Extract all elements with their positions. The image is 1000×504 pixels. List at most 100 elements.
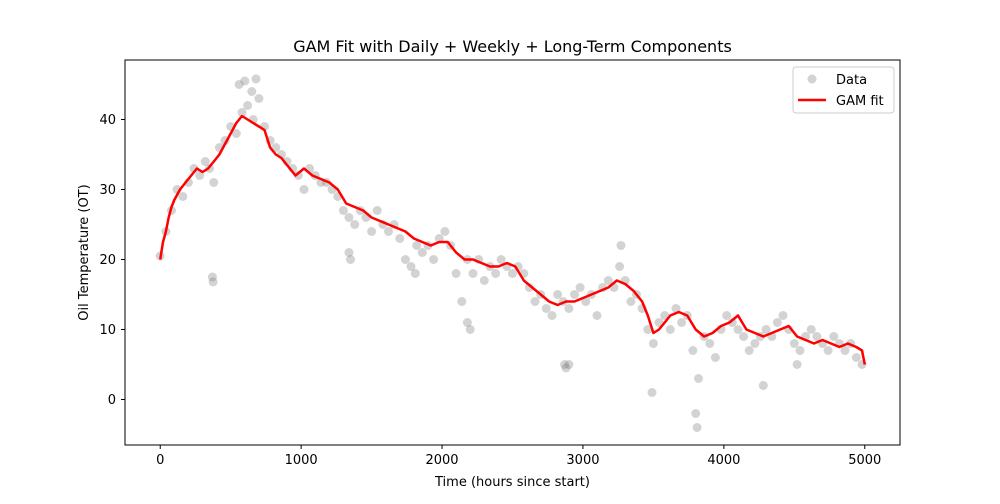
data-point <box>615 262 625 271</box>
data-point <box>254 94 264 103</box>
data-point <box>688 346 698 355</box>
legend-data-label: Data <box>836 73 867 88</box>
y-tick-label: 20 <box>99 253 116 268</box>
data-point <box>344 213 354 222</box>
x-tick-label: 3000 <box>566 453 599 468</box>
data-point <box>410 269 420 278</box>
axes-frame <box>124 59 901 446</box>
y-tick-label: 0 <box>108 393 116 408</box>
data-point <box>338 206 348 215</box>
data-point <box>761 325 771 334</box>
data-point <box>691 409 701 418</box>
data-point <box>789 339 799 348</box>
data-point <box>462 318 472 327</box>
data-point <box>840 346 850 355</box>
data-point <box>195 171 205 180</box>
data-point <box>271 143 281 152</box>
y-tick-label: 40 <box>99 113 116 128</box>
data-point <box>772 318 782 327</box>
data-point <box>812 332 822 341</box>
data-point <box>547 311 557 320</box>
data-point <box>299 185 309 194</box>
data-point <box>465 325 475 334</box>
data-point <box>372 206 382 215</box>
data-point <box>792 360 802 369</box>
data-point <box>350 220 360 229</box>
data-point <box>806 325 816 334</box>
data-point <box>592 311 602 320</box>
data-point <box>178 192 188 201</box>
x-axis-label: Time (hours since start) <box>434 475 590 490</box>
data-point <box>564 304 574 313</box>
x-tick-label: 0 <box>156 453 164 468</box>
y-tick-label: 30 <box>99 183 116 198</box>
data-point <box>561 363 571 373</box>
data-point <box>251 74 261 84</box>
data-point <box>451 269 461 278</box>
data-point <box>429 255 439 264</box>
data-point <box>560 360 570 369</box>
data-point <box>234 80 244 89</box>
data-point <box>530 297 540 306</box>
data-point <box>417 248 427 257</box>
x-tick-label: 1000 <box>285 453 318 468</box>
legend-data-marker <box>807 74 817 84</box>
data-point <box>778 311 788 320</box>
data-point <box>293 171 303 180</box>
data-point <box>647 388 657 397</box>
data-point <box>247 87 257 96</box>
legend-box <box>792 66 895 114</box>
data-point <box>406 262 416 271</box>
data-point <box>643 325 653 334</box>
x-axis: 0 1000 2000 3000 4000 5000 <box>156 445 881 468</box>
data-point <box>367 227 377 236</box>
data-point <box>479 276 489 285</box>
x-tick-label: 4000 <box>707 453 740 468</box>
data-point <box>468 269 478 278</box>
data-point <box>616 241 626 250</box>
data-point <box>240 76 250 86</box>
data-point <box>795 346 805 355</box>
plot-area <box>155 74 867 432</box>
data-point <box>400 255 410 264</box>
data-point <box>491 269 501 278</box>
data-point <box>744 346 754 355</box>
data-point <box>524 283 534 292</box>
data-point <box>626 297 636 306</box>
data-point <box>237 108 247 117</box>
data-point <box>553 290 563 299</box>
legend-fit-label: GAM fit <box>836 94 884 109</box>
data-point <box>231 129 241 138</box>
data-point <box>758 381 768 390</box>
data-point <box>575 283 585 292</box>
y-tick-label: 10 <box>99 323 116 338</box>
gam-fit-line <box>158 114 867 365</box>
data-point <box>823 346 833 355</box>
chart-title: GAM Fit with Daily + Weekly + Long-Term … <box>293 37 732 56</box>
data-point <box>208 277 218 287</box>
data-point <box>710 353 720 362</box>
data-point <box>508 269 517 278</box>
data-point <box>705 339 715 348</box>
legend: Data GAM fit <box>792 66 895 114</box>
data-point <box>722 311 732 320</box>
data-point <box>243 101 253 110</box>
data-point <box>457 297 467 306</box>
data-point <box>581 297 591 306</box>
data-point <box>648 339 658 348</box>
x-tick-label: 2000 <box>425 453 458 468</box>
x-tick-label: 5000 <box>848 453 881 468</box>
data-point <box>395 234 405 243</box>
data-point <box>727 318 737 327</box>
data-point <box>677 318 687 327</box>
data-point <box>733 325 743 334</box>
data-point <box>851 353 861 362</box>
data-point <box>654 318 664 327</box>
data-point <box>750 339 760 348</box>
data-point <box>440 227 450 236</box>
data-point <box>496 255 506 264</box>
data-point <box>207 272 217 282</box>
data-point <box>412 241 422 250</box>
